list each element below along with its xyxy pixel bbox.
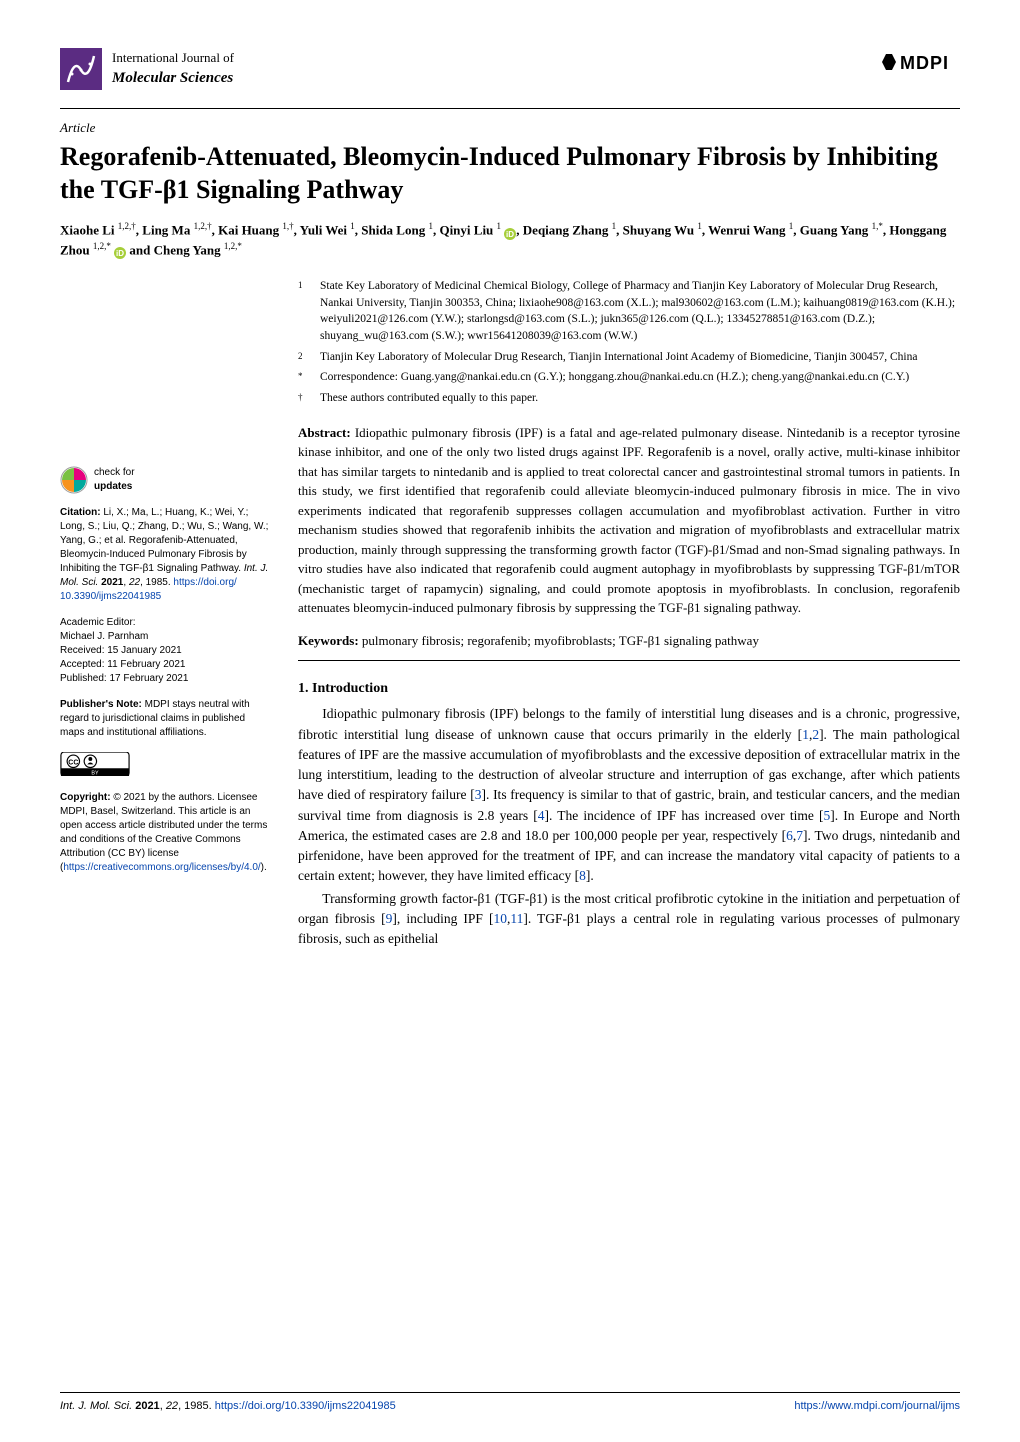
copyright-block: Copyright: © 2021 by the authors. Licens… [60,791,270,875]
footer-left: Int. J. Mol. Sci. 2021, 22, 1985. https:… [60,1399,396,1414]
main-column: 1State Key Laboratory of Medicinal Chemi… [298,278,960,951]
journal-line1: International Journal of [112,49,234,67]
publisher-logo: MDPI [880,48,960,83]
body-paragraph: Idiopathic pulmonary fibrosis (IPF) belo… [298,704,960,886]
ref-link[interactable]: 1 [802,727,809,742]
affiliation-row: 1State Key Laboratory of Medicinal Chemi… [298,278,960,345]
affiliation-row: * Correspondence: Guang.yang@nankai.edu.c… [298,369,960,386]
affil-text: Tianjin Key Laboratory of Molecular Drug… [320,349,960,366]
affiliation-row: 2 Tianjin Key Laboratory of Molecular Dru… [298,349,960,366]
affil-marker: 2 [298,349,310,366]
top-rule [60,108,960,109]
keywords: Keywords: pulmonary fibrosis; regorafeni… [298,632,960,650]
ref-link[interactable]: 7 [796,828,803,843]
ref-link[interactable]: 3 [475,787,482,802]
abstract: Abstract: Idiopathic pulmonary fibrosis … [298,423,960,618]
editor-block: Academic Editor: Michael J. Parnham Rece… [60,616,270,686]
article-type: Article [60,119,960,137]
orcid-icon: iD [504,226,516,238]
svg-text:MDPI: MDPI [900,53,949,73]
svg-text:iD: iD [506,230,514,239]
journal-icon [60,48,102,90]
check-updates[interactable]: check for updates [60,466,270,494]
authors: Xiaohe Li 1,2,†, Ling Ma 1,2,†, Kai Huan… [60,220,960,260]
article-title: Regorafenib-Attenuated, Bleomycin-Induce… [60,141,960,206]
ref-link[interactable]: 5 [824,808,831,823]
affil-text: These authors contributed equally to thi… [320,390,960,407]
affil-marker: 1 [298,278,310,345]
footer-journal-link[interactable]: https://www.mdpi.com/journal/ijms [794,1400,960,1412]
copyright-text: © 2021 by the authors. Licensee MDPI, Ba… [60,792,267,873]
svg-text:CC: CC [68,759,78,766]
cc-license-icon: CC BY [60,752,270,781]
check-updates-icon [60,466,88,494]
journal-line2: Molecular Sciences [112,68,234,89]
svg-text:iD: iD [116,249,124,258]
sidebar: check for updates Citation: Li, X.; Ma, … [60,278,270,951]
publishers-note: Publisher's Note: MDPI stays neutral wit… [60,698,270,740]
citation-block: Citation: Li, X.; Ma, L.; Huang, K.; Wei… [60,506,270,604]
affiliations: 1State Key Laboratory of Medicinal Chemi… [298,278,960,407]
ref-link[interactable]: 9 [386,911,393,926]
body-paragraph: Transforming growth factor-β1 (TGF-β1) i… [298,889,960,950]
orcid-icon: iD [114,245,126,257]
check-updates-text: check for updates [94,466,135,494]
journal-block: International Journal of Molecular Scien… [60,48,234,90]
ref-link[interactable]: 8 [579,868,586,883]
section-heading: 1. Introduction [298,679,960,699]
journal-name: International Journal of Molecular Scien… [112,49,234,88]
header: International Journal of Molecular Scien… [60,48,960,90]
footer-right[interactable]: https://www.mdpi.com/journal/ijms [794,1399,960,1414]
ref-link[interactable]: 10 [493,911,507,926]
footer: Int. J. Mol. Sci. 2021, 22, 1985. https:… [60,1392,960,1414]
affiliation-row: † These authors contributed equally to th… [298,390,960,407]
ref-link[interactable]: 4 [538,808,545,823]
affil-text: State Key Laboratory of Medicinal Chemic… [320,278,960,345]
ref-link[interactable]: 6 [786,828,793,843]
body-text: Idiopathic pulmonary fibrosis (IPF) belo… [298,704,960,949]
affil-marker: * [298,369,310,386]
section-rule [298,660,960,661]
affil-text: Correspondence: Guang.yang@nankai.edu.cn… [320,369,960,386]
affil-marker: † [298,390,310,407]
svg-text:BY: BY [91,770,99,776]
ref-link[interactable]: 2 [812,727,819,742]
footer-doi[interactable]: 2021, 22, 1985. https://doi.org/10.3390/… [135,1400,396,1412]
ref-link[interactable]: 11 [510,911,523,926]
